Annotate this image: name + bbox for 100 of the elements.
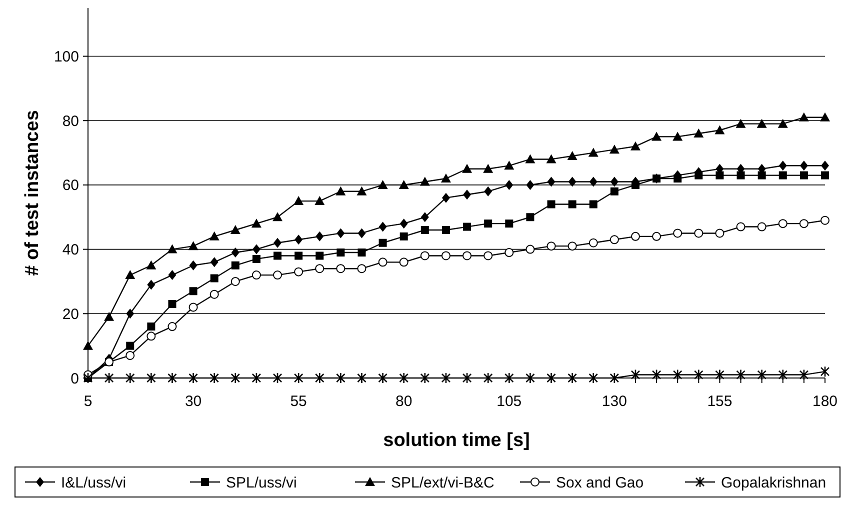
point (756, 118, 767, 128)
point (399, 258, 408, 267)
point (588, 372, 598, 384)
point (567, 151, 578, 160)
point (820, 112, 830, 122)
point (104, 312, 114, 321)
point (525, 154, 536, 164)
point (336, 264, 346, 274)
point (104, 372, 114, 384)
point (568, 176, 576, 187)
point (440, 174, 451, 183)
point (252, 254, 260, 263)
point (230, 372, 240, 384)
point (294, 372, 304, 384)
point (462, 251, 472, 260)
x-tick-label: 130 (602, 393, 627, 410)
point (736, 369, 746, 380)
y-axis-title: # of test instances (22, 110, 43, 276)
point (652, 369, 662, 380)
x-tick-label: 105 (496, 393, 522, 410)
point (504, 372, 514, 384)
y-tick-label: 100 (54, 48, 79, 66)
point (483, 372, 493, 384)
point (547, 176, 556, 187)
point (274, 252, 282, 260)
x-tick-label: 30 (184, 393, 202, 410)
point (800, 160, 808, 171)
point (168, 270, 176, 280)
legend-label: Gopalakrishnan (721, 474, 826, 492)
point (483, 164, 494, 173)
point (714, 125, 725, 134)
point (210, 257, 218, 268)
point (716, 171, 724, 180)
point (568, 372, 577, 384)
point (188, 302, 198, 312)
point (820, 216, 830, 225)
point (314, 372, 324, 384)
point (672, 369, 682, 380)
point (609, 144, 620, 154)
point (252, 244, 260, 254)
point (230, 276, 240, 286)
point (568, 242, 577, 251)
point (821, 171, 829, 180)
point (399, 372, 409, 384)
point (589, 176, 598, 187)
point (358, 228, 366, 238)
point (547, 200, 556, 208)
legend-label: SPL/uss/vi (226, 474, 297, 492)
point (294, 252, 303, 260)
point (526, 180, 534, 190)
point (125, 270, 136, 280)
point (442, 226, 450, 234)
point (273, 270, 282, 280)
y-tick-label: 60 (62, 177, 79, 194)
point (420, 251, 430, 260)
point (168, 300, 176, 308)
point (526, 213, 534, 222)
y-tick-label: 40 (62, 242, 79, 259)
point (209, 231, 220, 240)
point (463, 190, 472, 200)
point (674, 174, 682, 183)
point (357, 264, 366, 274)
point (231, 248, 240, 258)
point (336, 248, 345, 257)
point (631, 180, 640, 189)
point (652, 232, 662, 241)
point (589, 200, 598, 208)
point (441, 251, 450, 260)
point (189, 287, 198, 296)
point (336, 186, 346, 196)
point (463, 222, 472, 231)
point (588, 148, 598, 157)
point (715, 228, 724, 238)
x-axis-title: solution time [s] (383, 430, 530, 451)
x-tick-label: 180 (812, 393, 838, 410)
point (758, 171, 766, 180)
point (314, 196, 325, 206)
point (799, 369, 809, 380)
point (316, 231, 324, 242)
point (315, 264, 324, 274)
point (126, 308, 134, 319)
point (694, 171, 703, 180)
point (736, 118, 746, 128)
point (146, 332, 156, 341)
point (526, 372, 535, 384)
point (378, 222, 387, 232)
point (294, 234, 303, 245)
point (462, 372, 472, 384)
point (420, 226, 429, 234)
point (251, 218, 262, 228)
point (274, 238, 282, 248)
point (230, 225, 240, 234)
point (484, 220, 492, 228)
point (378, 238, 387, 247)
point (588, 238, 598, 248)
point (168, 322, 177, 332)
y-tick-label: 0 (70, 370, 79, 388)
y-tick-label: 80 (62, 112, 79, 130)
point (736, 171, 745, 180)
point (83, 340, 93, 350)
